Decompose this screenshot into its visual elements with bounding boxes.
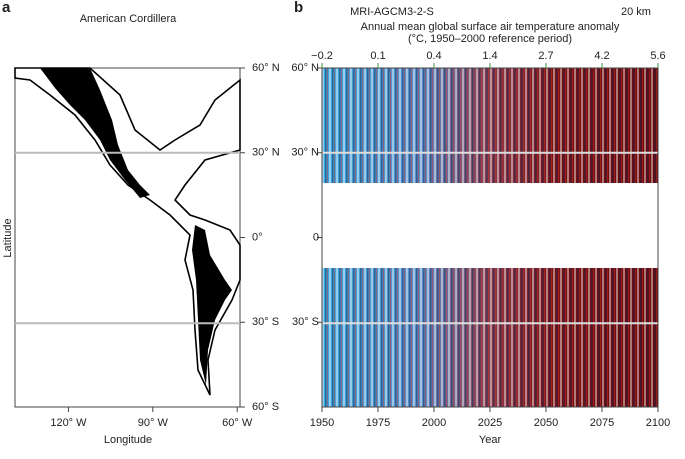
y-tick-label: 30° S	[292, 316, 319, 328]
cordillera-north	[40, 68, 150, 198]
top-axis-label: (°C, 1950–2000 reference period)	[408, 33, 572, 45]
panel-b: b MRI-AGCM3-2-S 20 km Annual mean global…	[294, 0, 659, 446]
x-tick-label: 2025	[478, 417, 502, 429]
y-tick-label: 30° N	[252, 147, 280, 159]
coastline	[14, 67, 241, 396]
x-axis-label: Longitude	[104, 434, 152, 446]
x-axis-label: Year	[479, 434, 502, 446]
x-tick-label: 2000	[422, 417, 446, 429]
cordillera-south	[192, 225, 232, 385]
y-axis-label: Latitude	[2, 218, 14, 257]
top-tick-label: −0.2	[311, 50, 333, 62]
top-tick-label: 4.2	[594, 50, 609, 62]
x-tick-label: 2075	[590, 417, 614, 429]
y-tick-label: 60° S	[252, 401, 279, 413]
y-tick-label: 30° S	[252, 316, 279, 328]
panel-title: MRI-AGCM3-2-S	[350, 6, 434, 18]
y-tick-label: 30° N	[291, 147, 319, 159]
x-tick-label: 120° W	[50, 417, 87, 429]
panel-a: a American Cordillera Longitude Latitude	[2, 0, 241, 446]
y-tick-label: 60° N	[291, 62, 319, 74]
resolution: 20 km	[621, 6, 651, 18]
x-tick-label: 2050	[534, 417, 558, 429]
heatmap-texture	[322, 268, 658, 407]
y-tick-label: 0°	[252, 231, 263, 243]
panel-label: a	[2, 0, 11, 16]
panel-label: b	[294, 0, 303, 16]
x-tick-label: 90° W	[138, 417, 169, 429]
x-tick-label: 60° W	[222, 417, 253, 429]
top-tick-label: 2.7	[538, 50, 553, 62]
x-tick-label: 1950	[310, 417, 334, 429]
x-tick-label: 1975	[366, 417, 390, 429]
top-tick-label: 0.4	[426, 50, 441, 62]
top-tick-label: 1.4	[482, 50, 497, 62]
heatmap-texture	[322, 68, 658, 183]
y-tick-label: 60° N	[252, 62, 280, 74]
top-tick-label: 0.1	[370, 50, 385, 62]
y-tick-label: 0	[313, 231, 319, 243]
top-tick-label: 5.6	[650, 50, 665, 62]
x-tick-label: 2100	[646, 417, 670, 429]
panel-title: American Cordillera	[80, 13, 177, 25]
top-axis-label: Annual mean global surface air temperatu…	[361, 21, 620, 33]
